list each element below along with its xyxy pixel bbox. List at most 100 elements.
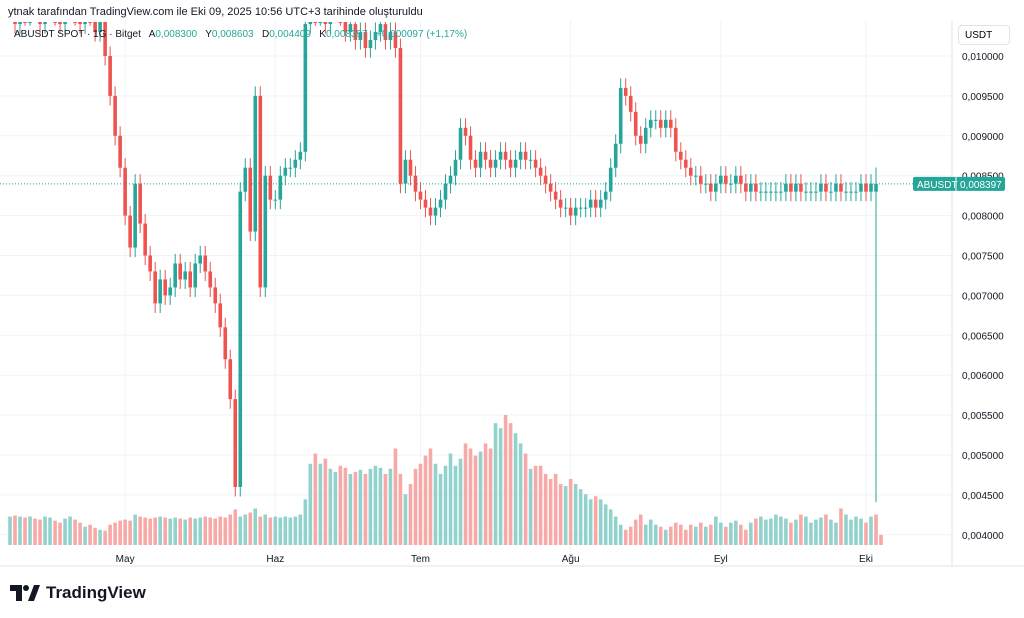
candle-body <box>278 175 283 200</box>
candle-body <box>393 32 398 49</box>
volume-bar <box>118 520 122 545</box>
volume-bar <box>769 518 773 545</box>
candle-body <box>653 119 658 121</box>
candle-body <box>38 22 42 25</box>
volume-bar <box>88 524 92 545</box>
volume-bar <box>433 463 438 545</box>
volume-bar <box>33 518 37 545</box>
candle-body <box>468 135 473 160</box>
candle-body <box>433 207 438 216</box>
volume-bar <box>714 516 718 545</box>
candle-body <box>739 175 743 184</box>
volume-bar <box>308 463 313 545</box>
volume-bar <box>573 484 578 545</box>
volume-bar <box>258 516 263 545</box>
candle-body <box>734 175 738 184</box>
currency-button[interactable]: USDT <box>958 25 1010 45</box>
volume-bar <box>538 465 543 545</box>
low-label: D <box>261 29 270 40</box>
candle-body <box>568 207 573 216</box>
volume-bar <box>688 524 693 545</box>
volume-bar <box>543 473 548 545</box>
volume-bar <box>313 453 318 545</box>
tradingview-logo[interactable]: TradingView <box>10 583 146 603</box>
candle-body <box>658 119 663 128</box>
candle-body <box>819 183 823 192</box>
volume-bar <box>598 499 603 545</box>
symbol-label[interactable]: ABUSDT SPOT · 1G · Bitget <box>14 29 141 40</box>
candle-body <box>864 183 868 192</box>
volume-bar <box>123 519 127 545</box>
volume-bar <box>28 516 32 545</box>
candle-body <box>804 191 808 193</box>
volume-bar <box>303 499 308 545</box>
volume-bar <box>298 514 303 545</box>
volume-bar <box>678 524 683 545</box>
last-price-symbol: ABUSDT <box>917 180 958 191</box>
volume-bar <box>73 519 77 545</box>
candle-body <box>754 183 758 192</box>
volume-bar <box>128 520 132 545</box>
candle-body <box>158 279 162 304</box>
volume-bar <box>759 516 763 545</box>
candle-body <box>283 167 288 176</box>
candle-body <box>183 271 188 280</box>
volume-bar <box>408 484 413 545</box>
ohlc-legend: ABUSDT SPOT · 1G · Bitget A0,008300 Y0,0… <box>14 29 467 40</box>
candle-body <box>258 95 263 288</box>
candle-body <box>693 175 698 177</box>
candle-body <box>168 287 172 296</box>
volume-bar <box>834 522 838 545</box>
volume-bar <box>8 516 12 545</box>
high-label: Y <box>205 29 212 40</box>
volume-bar <box>138 516 142 545</box>
candle-body <box>98 22 102 33</box>
time-tick-label: Haz <box>266 554 284 565</box>
volume-bar <box>799 514 803 545</box>
candle-body <box>63 22 67 25</box>
candle-body <box>458 127 463 160</box>
volume-bar <box>869 516 873 545</box>
candle-body <box>118 135 122 168</box>
candle-body <box>608 167 613 192</box>
candle-body <box>203 255 208 272</box>
candle-body <box>518 151 523 160</box>
price-tick-label: 0,004500 <box>962 491 1004 502</box>
candle-body <box>628 95 633 112</box>
candle-body <box>769 191 773 193</box>
candle-body <box>298 151 303 160</box>
candle-body <box>563 207 568 209</box>
candle-body <box>403 159 408 184</box>
volume-bar <box>418 463 423 545</box>
time-tick-label: Eyl <box>714 554 728 565</box>
candle-body <box>23 22 27 23</box>
volume-bar <box>283 516 288 545</box>
volume-bar <box>794 519 798 545</box>
volume-bar <box>203 516 208 545</box>
candle-body <box>133 183 137 248</box>
candle-body <box>709 183 713 192</box>
candle-body <box>714 183 718 192</box>
candle-body <box>53 22 57 23</box>
candle-body <box>809 191 813 193</box>
volume-bar <box>18 516 22 545</box>
time-tick-label: Tem <box>411 554 430 565</box>
volume-bar <box>318 463 323 545</box>
price-tick-label: 0,005500 <box>962 411 1004 422</box>
candle-body <box>678 151 683 160</box>
volume-bar <box>518 443 523 545</box>
candle-body <box>779 191 783 193</box>
volume-bar <box>153 517 157 545</box>
volume-bar <box>228 514 233 545</box>
candle-body <box>638 135 643 144</box>
volume-bar <box>859 518 863 545</box>
volume-bar <box>208 517 213 545</box>
candle-body <box>228 359 233 400</box>
candle-body <box>573 207 578 216</box>
volume-bar <box>263 514 268 545</box>
volume-bar <box>503 415 508 545</box>
volume-bar <box>198 517 203 545</box>
brand-name: TradingView <box>46 583 146 602</box>
volume-bar <box>83 526 87 545</box>
